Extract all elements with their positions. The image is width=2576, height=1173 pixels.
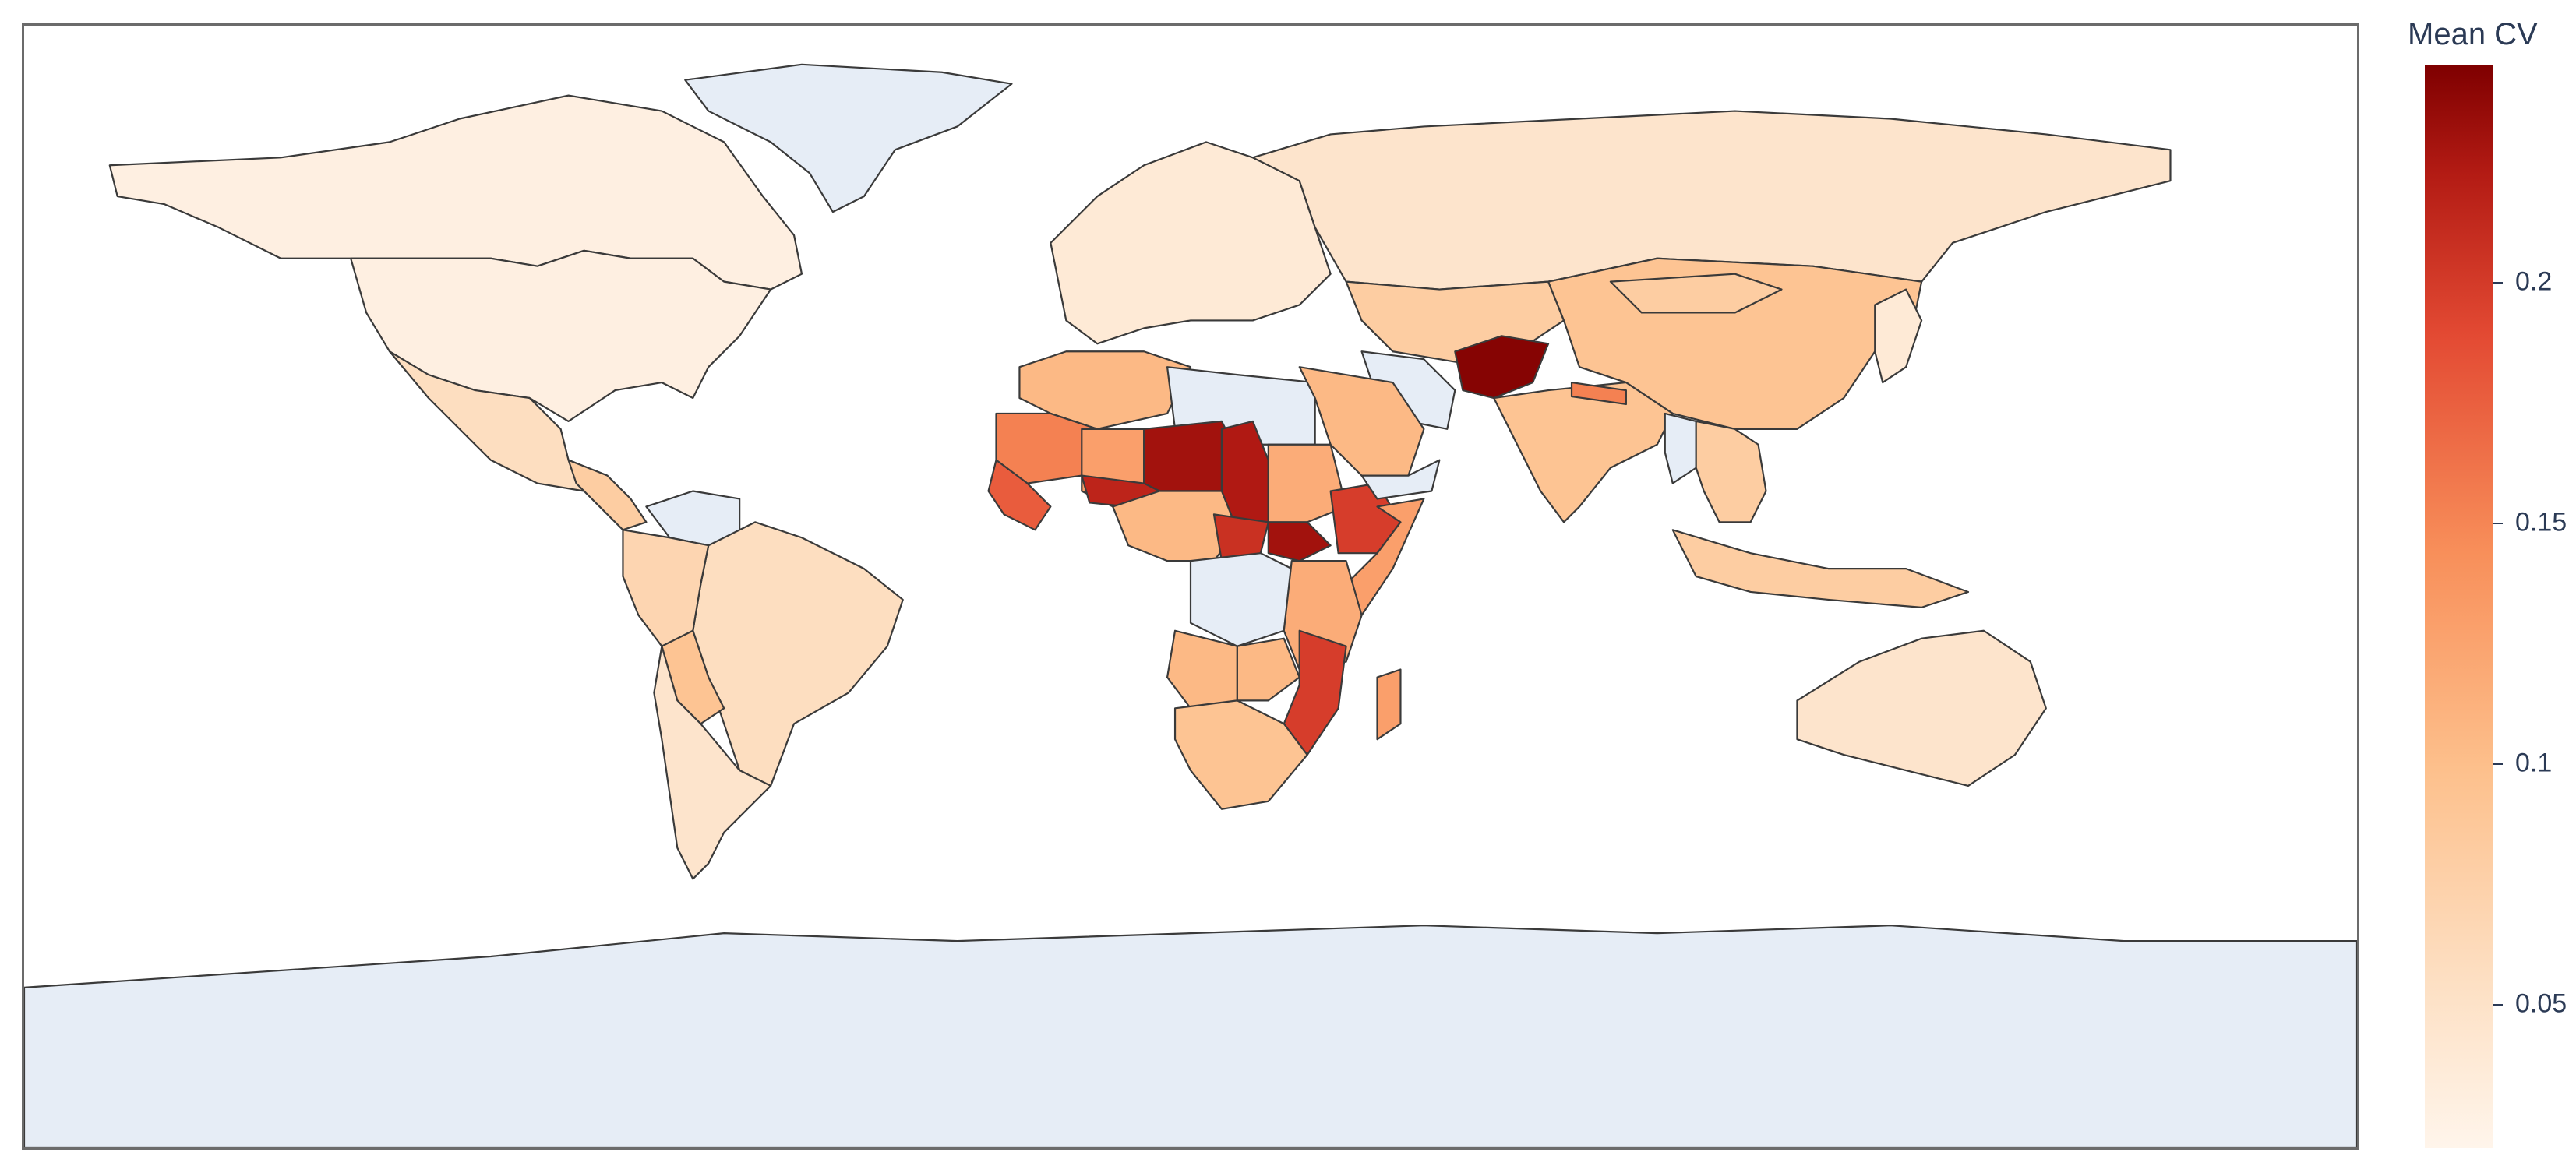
region-antarctica[interactable]: Antarctica [24, 925, 2357, 1147]
colorbar-tick-label: 0.05 [2515, 988, 2567, 1019]
colorbar-tick [2493, 1003, 2503, 1006]
region-central-america[interactable]: Central America [567, 459, 648, 531]
colorbar [2425, 65, 2493, 1148]
region-afghanistan[interactable]: Afghanistan [1454, 335, 1550, 400]
region-brazil[interactable]: Brazil [692, 521, 904, 787]
region-greenland[interactable]: Greenland [684, 63, 1013, 213]
region-yemen-and-oman[interactable]: Yemen and Oman [1360, 459, 1441, 500]
region-myanmar[interactable]: Myanmar [1664, 412, 1697, 484]
region-morocco-and-algeria[interactable]: Morocco and Algeria [1018, 350, 1192, 430]
map-plot-area[interactable]: CanadaUnited StatesGreenlandMexicoCentra… [22, 23, 2359, 1150]
region-sudan[interactable]: Sudan [1267, 443, 1347, 523]
region-zambia[interactable]: Zambia [1236, 637, 1300, 702]
colorbar-tick [2493, 282, 2503, 284]
colorbar-tick [2493, 763, 2503, 765]
colorbar-title: Mean CV [2408, 17, 2538, 51]
colorbar-tick-label: 0.2 [2515, 266, 2553, 297]
region-japan[interactable]: Japan [1874, 288, 1923, 384]
colorbar-tick-label: 0.15 [2515, 507, 2567, 537]
region-southern-africa[interactable]: Southern Africa [1173, 699, 1308, 810]
region-mongolia[interactable]: Mongolia [1609, 273, 1783, 314]
region-united-states[interactable]: United States [350, 249, 772, 422]
colorbar-tick [2493, 522, 2503, 524]
colorbar-tick-label: 0.1 [2515, 748, 2553, 778]
region-madagascar[interactable]: Madagascar [1376, 668, 1402, 741]
region-europe[interactable]: Europe [1050, 141, 1332, 345]
region-australia[interactable]: Australia [1796, 629, 2047, 787]
region-southern-cone[interactable]: Southern Cone [653, 645, 772, 880]
region-indonesia[interactable]: Indonesia [1671, 529, 1970, 608]
region-angola[interactable]: Angola [1166, 629, 1238, 710]
region-india-and-south-asia[interactable]: India and South Asia [1493, 381, 1674, 523]
region-nepal[interactable]: Nepal [1570, 381, 1627, 406]
region-south-sudan[interactable]: South Sudan [1267, 521, 1332, 562]
world-map[interactable]: CanadaUnited StatesGreenlandMexicoCentra… [24, 26, 2357, 1147]
region-dr-congo[interactable]: DR Congo [1189, 552, 1293, 647]
region-southeast-asia[interactable]: Southeast Asia [1695, 420, 1767, 523]
region-senegal-and-guinea[interactable]: Senegal and Guinea [987, 459, 1052, 531]
